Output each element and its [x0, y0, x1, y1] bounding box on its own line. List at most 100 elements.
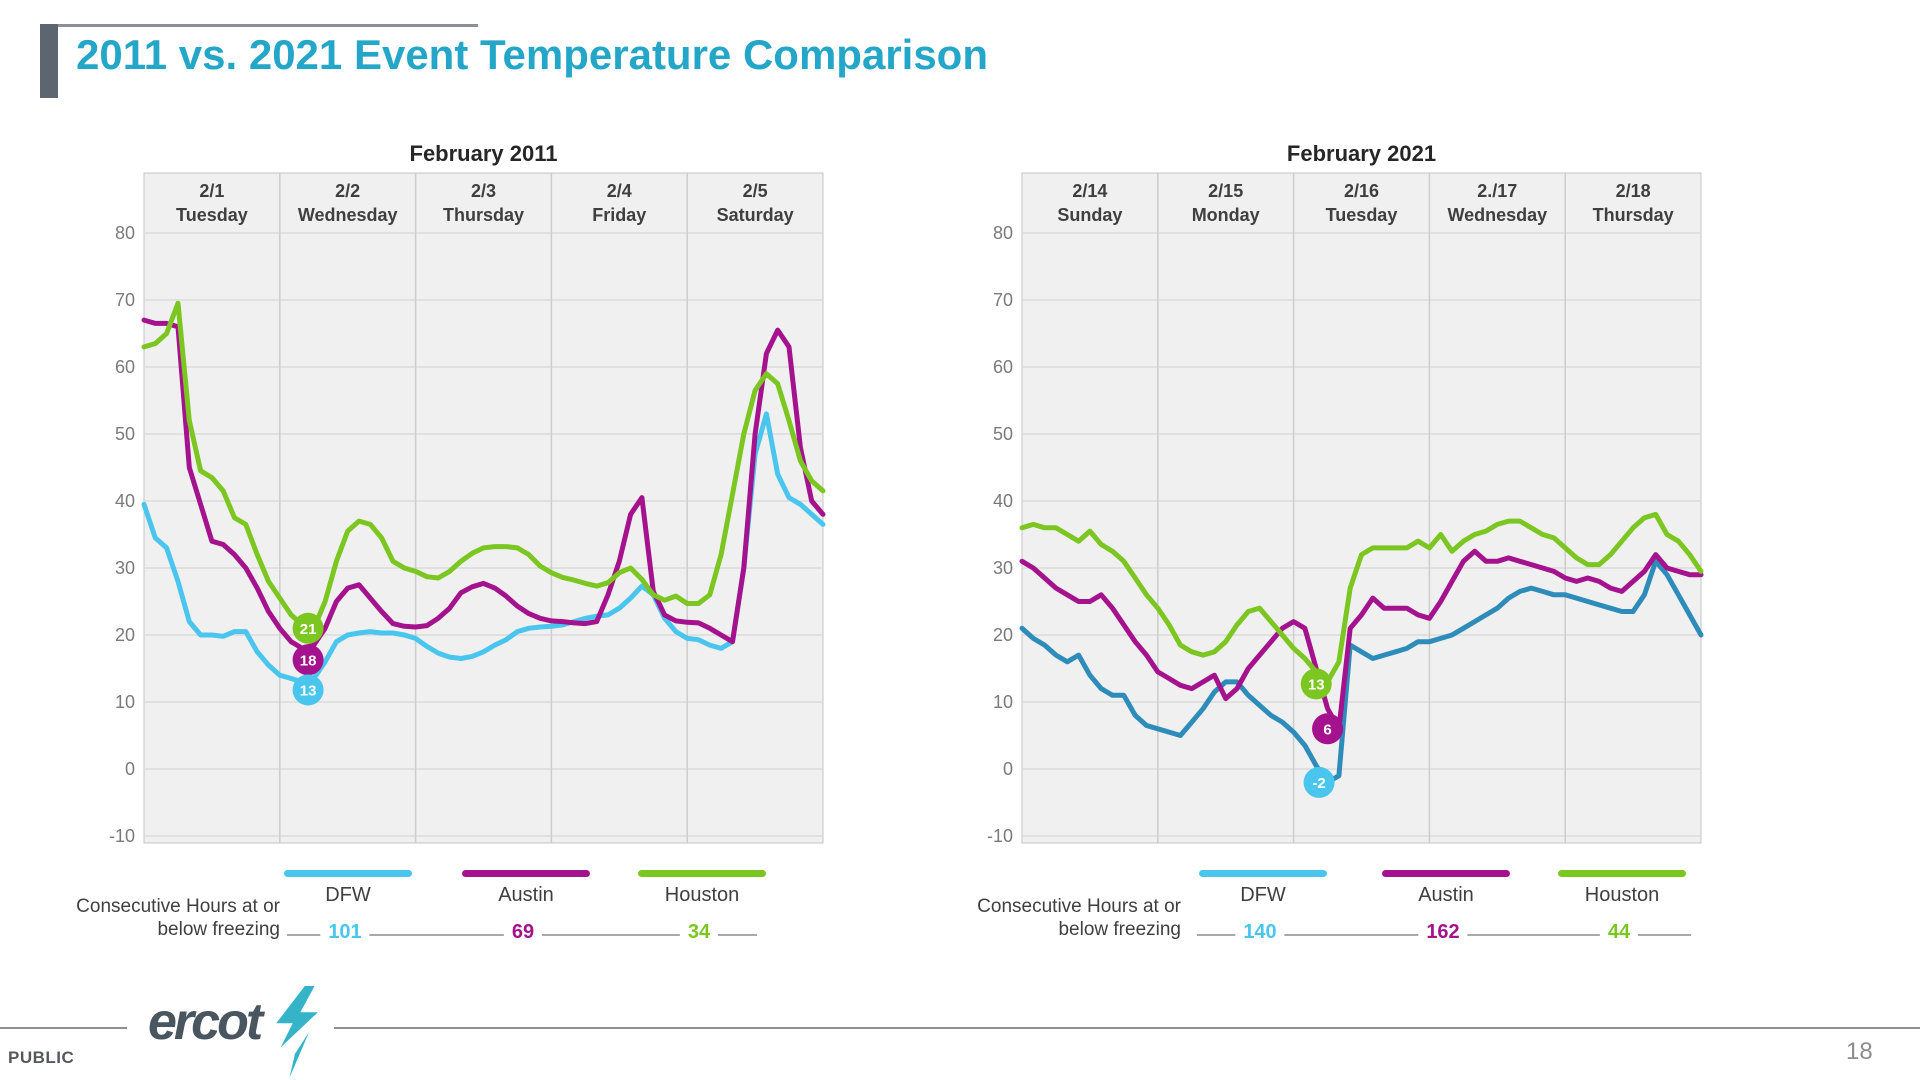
day-date-label: 2/1	[199, 181, 224, 201]
caption-line-1: Consecutive Hours at or	[977, 896, 1181, 917]
y-tick-label: 70	[993, 290, 1013, 310]
classification-label: PUBLIC	[8, 1048, 75, 1067]
legend-label: Houston	[1584, 884, 1660, 906]
plot-background	[1021, 172, 1702, 844]
y-tick-label: 30	[115, 558, 135, 578]
caption-line-2: below freezing	[1058, 919, 1181, 940]
y-tick-label: 50	[115, 424, 135, 444]
ercot-logo: ercot	[148, 986, 328, 1080]
y-tick-label: 0	[125, 759, 135, 779]
day-weekday-label: Monday	[1192, 205, 1260, 225]
lightning-bolt-icon	[276, 986, 318, 1078]
slide-title: 2011 vs. 2021 Event Temperature Comparis…	[76, 31, 988, 78]
y-tick-label: 70	[115, 290, 135, 310]
y-tick-label: 80	[993, 223, 1013, 243]
legend-item-houston: Houston	[638, 870, 766, 907]
consecutive-hours-value-houston: 44	[1599, 921, 1639, 944]
min-temp-value: 6	[1323, 721, 1331, 738]
caption-line-1: Consecutive Hours at or	[76, 896, 280, 917]
y-tick-label: 40	[115, 491, 135, 511]
y-tick-label: 10	[993, 692, 1013, 712]
legend-swatch	[462, 870, 590, 877]
y-tick-label: 80	[115, 223, 135, 243]
legend-swatch	[284, 870, 412, 877]
min-temp-value: -2	[1312, 775, 1325, 792]
consecutive-hours-caption-2021: Consecutive Hours at or below freezing	[871, 895, 1181, 941]
y-tick-label: 20	[115, 625, 135, 645]
legend-2011: DFW Austin Houston	[84, 870, 844, 920]
y-tick-label: 60	[115, 357, 135, 377]
series-line-austin	[1019, 548, 1704, 732]
series-line-houston	[1019, 511, 1704, 685]
consecutive-hours-values-2011: 101 69 34	[84, 921, 844, 951]
footer-rule-right	[334, 1027, 1920, 1029]
day-weekday-label: Friday	[592, 205, 646, 225]
series-line-houston	[141, 300, 826, 631]
min-temp-value: 21	[300, 621, 317, 638]
day-date-label: 2/16	[1344, 181, 1379, 201]
legend-item-houston: Houston	[1558, 870, 1686, 907]
consecutive-hours-caption-2011: Consecutive Hours at or below freezing	[0, 895, 280, 941]
consecutive-hours-value-houston: 34	[679, 921, 719, 944]
chart-title-2011: February 2011	[409, 141, 558, 166]
y-tick-label: 0	[1003, 759, 1013, 779]
legend-label: DFW	[325, 884, 371, 906]
min-temp-badge-dfw	[1303, 766, 1335, 798]
legend-item-austin: Austin	[1382, 870, 1510, 907]
min-temp-badge-houston	[292, 612, 324, 644]
day-weekday-label: Wednesday	[1447, 205, 1547, 225]
consecutive-hours-value-austin: 69	[503, 921, 543, 944]
legend-swatch	[1558, 870, 1686, 877]
consecutive-hours-values-2021: 140 162 44	[962, 921, 1722, 951]
day-date-label: 2./17	[1477, 181, 1517, 201]
y-tick-label: 50	[993, 424, 1013, 444]
legend-label: Houston	[664, 884, 740, 906]
legend-2021: DFW Austin Houston	[962, 870, 1722, 920]
y-tick-label: 30	[993, 558, 1013, 578]
day-weekday-label: Saturday	[717, 205, 794, 225]
min-temp-badge-dfw	[292, 674, 324, 706]
day-date-label: 2/3	[471, 181, 496, 201]
legend-swatch	[1199, 870, 1327, 877]
min-temp-value: 18	[300, 652, 317, 669]
legend-item-austin: Austin	[462, 870, 590, 907]
title-top-rule	[40, 24, 478, 27]
day-weekday-label: Sunday	[1057, 205, 1122, 225]
footer-rule-left	[0, 1027, 127, 1029]
series-line-austin	[141, 317, 826, 651]
legend-label: DFW	[1240, 884, 1286, 906]
day-weekday-label: Thursday	[443, 205, 524, 225]
plot-area-2011: 80 70 60 50 40 30 20 10 0 -10 2/1 Tuesday 2/2 Wednesd…	[109, 172, 826, 846]
title-accent-bar	[40, 24, 58, 98]
min-temp-badge-austin	[1312, 713, 1344, 745]
y-tick-label: 60	[993, 357, 1013, 377]
consecutive-hours-value-austin: 162	[1418, 921, 1468, 944]
consecutive-hours-value-dfw: 140	[1235, 921, 1285, 944]
y-tick-label: -10	[109, 826, 135, 846]
min-temp-value: 13	[1308, 676, 1325, 693]
plot-background	[143, 172, 824, 844]
y-tick-label: 10	[115, 692, 135, 712]
day-weekday-label: Tuesday	[1326, 205, 1398, 225]
day-date-label: 2/4	[607, 181, 632, 201]
day-date-label: 2/2	[335, 181, 360, 201]
chart-2021-block: February 2021 80 70 60 50 40 30 20 10 0 -10 2/14 Su…	[962, 135, 1732, 980]
day-weekday-label: Thursday	[1593, 205, 1674, 225]
page-number: 18	[1846, 1038, 1873, 1065]
legend-label: Austin	[498, 884, 554, 906]
min-temp-value: 13	[300, 682, 317, 699]
y-tick-label: 20	[993, 625, 1013, 645]
ercot-wordmark: ercot	[148, 993, 263, 1051]
legend-swatch	[638, 870, 766, 877]
min-temp-badge-austin	[292, 644, 324, 676]
y-tick-label: 40	[993, 491, 1013, 511]
min-temp-badge-houston	[1300, 668, 1332, 700]
y-tick-label: -10	[987, 826, 1013, 846]
consecutive-hours-value-dfw: 101	[320, 921, 370, 944]
plot-area-2021: 80 70 60 50 40 30 20 10 0 -10 2/14 Sunday 2/15 Monday…	[987, 172, 1704, 846]
day-date-label: 2/5	[743, 181, 768, 201]
day-date-label: 2/14	[1072, 181, 1107, 201]
day-weekday-label: Tuesday	[176, 205, 248, 225]
day-weekday-label: Wednesday	[298, 205, 398, 225]
